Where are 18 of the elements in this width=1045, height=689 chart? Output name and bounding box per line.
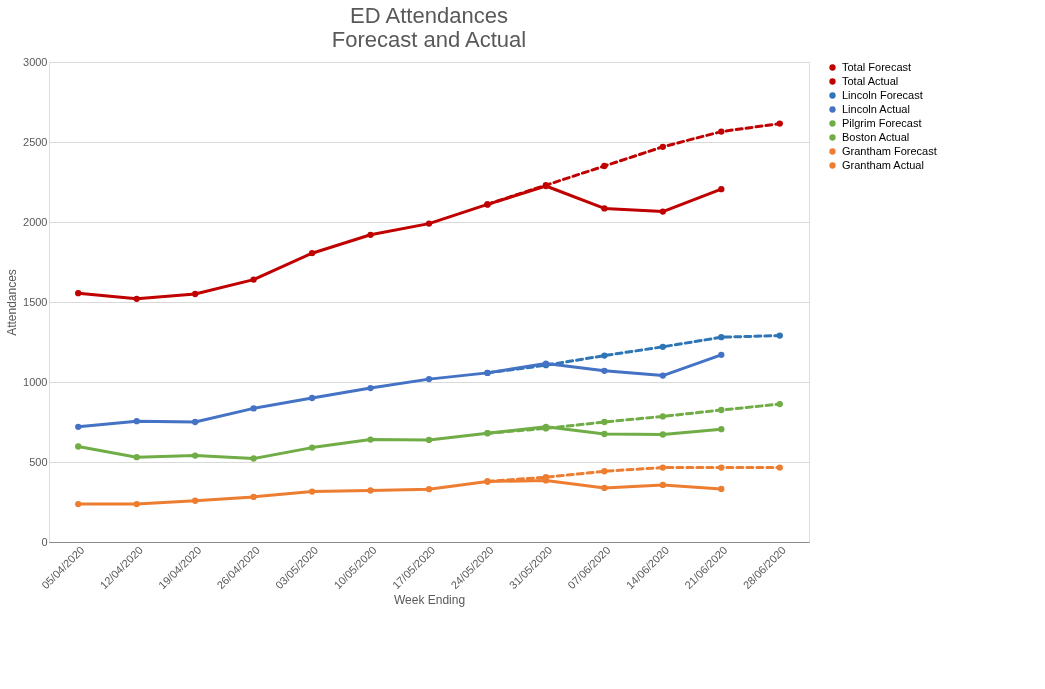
- y-tick-label: 2000: [23, 215, 48, 228]
- y-axis-title: Attendances: [5, 269, 20, 336]
- y-tick-label: 3000: [23, 55, 48, 68]
- legend-label: Grantham Actual: [842, 158, 924, 171]
- legend-label: Total Forecast: [842, 60, 912, 73]
- y-tick-label: 2500: [23, 135, 48, 148]
- legend-label: Lincoln Forecast: [842, 88, 923, 101]
- y-tick-label: 1500: [23, 295, 48, 308]
- y-tick-label: 1000: [23, 375, 48, 388]
- y-tick-label: 0: [41, 535, 48, 548]
- legend-label: Grantham Forecast: [842, 144, 937, 157]
- legend-label: Lincoln Actual: [842, 102, 910, 115]
- legend-label: Boston Actual: [842, 130, 910, 143]
- legend-label: Total Actual: [842, 74, 899, 87]
- y-tick-label: 500: [29, 455, 48, 468]
- x-axis-title: Week Ending: [393, 593, 466, 608]
- chart-title: ED Attendances Forecast and Actual: [331, 3, 527, 52]
- legend-label: Pilgrim Forecast: [842, 116, 922, 129]
